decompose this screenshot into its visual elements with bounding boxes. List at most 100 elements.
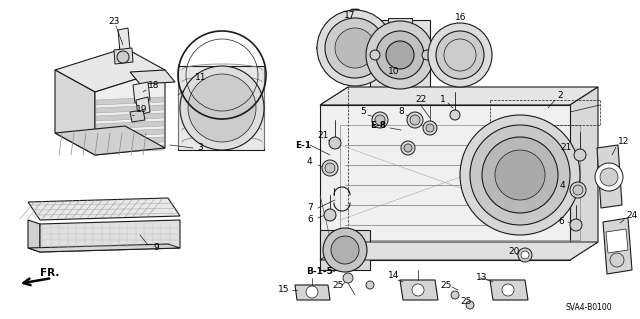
Circle shape xyxy=(370,50,380,60)
Text: 10: 10 xyxy=(388,68,399,77)
Text: 11: 11 xyxy=(195,73,207,83)
Circle shape xyxy=(386,41,414,69)
Circle shape xyxy=(451,291,459,299)
Text: B-1-5: B-1-5 xyxy=(306,268,333,277)
Text: 7: 7 xyxy=(307,204,313,212)
Circle shape xyxy=(574,149,586,161)
Circle shape xyxy=(410,115,420,125)
Text: E-1: E-1 xyxy=(295,140,311,150)
Circle shape xyxy=(426,124,434,132)
Circle shape xyxy=(521,251,529,259)
Polygon shape xyxy=(400,280,438,300)
Circle shape xyxy=(325,163,335,173)
Circle shape xyxy=(329,137,341,149)
Polygon shape xyxy=(55,70,95,155)
Circle shape xyxy=(180,66,264,150)
Polygon shape xyxy=(28,244,180,252)
Polygon shape xyxy=(178,66,264,150)
Polygon shape xyxy=(570,87,598,260)
Text: 20: 20 xyxy=(508,248,520,256)
Polygon shape xyxy=(320,105,570,260)
Text: E-8: E-8 xyxy=(370,121,386,130)
Polygon shape xyxy=(96,121,164,129)
Text: 9: 9 xyxy=(153,243,159,253)
Polygon shape xyxy=(96,105,164,113)
Polygon shape xyxy=(430,42,440,52)
Circle shape xyxy=(460,115,580,235)
Circle shape xyxy=(372,112,388,128)
Circle shape xyxy=(322,160,338,176)
Polygon shape xyxy=(96,97,164,105)
Polygon shape xyxy=(40,220,180,252)
Polygon shape xyxy=(96,129,164,137)
Polygon shape xyxy=(55,48,165,92)
Polygon shape xyxy=(370,20,430,90)
Polygon shape xyxy=(130,110,145,122)
Text: 18: 18 xyxy=(148,80,159,90)
Circle shape xyxy=(335,28,375,68)
Circle shape xyxy=(423,121,437,135)
Polygon shape xyxy=(95,70,165,155)
Circle shape xyxy=(518,248,532,262)
Polygon shape xyxy=(295,285,330,300)
Polygon shape xyxy=(388,18,412,28)
Circle shape xyxy=(366,281,374,289)
Circle shape xyxy=(428,23,492,87)
Circle shape xyxy=(188,74,256,142)
Text: 25: 25 xyxy=(440,280,451,290)
Polygon shape xyxy=(118,28,130,52)
Circle shape xyxy=(401,141,415,155)
Polygon shape xyxy=(28,220,40,252)
Text: 23: 23 xyxy=(108,18,120,26)
Circle shape xyxy=(470,125,570,225)
Circle shape xyxy=(495,150,545,200)
Text: 4: 4 xyxy=(560,181,566,189)
Text: 16: 16 xyxy=(455,13,467,23)
Polygon shape xyxy=(606,229,628,253)
Text: 1: 1 xyxy=(440,95,445,105)
Circle shape xyxy=(436,31,484,79)
Circle shape xyxy=(610,253,624,267)
Circle shape xyxy=(366,21,434,89)
Circle shape xyxy=(376,31,424,79)
Circle shape xyxy=(117,51,129,63)
Polygon shape xyxy=(136,97,150,115)
Text: 6: 6 xyxy=(307,216,313,225)
Circle shape xyxy=(570,182,586,198)
Polygon shape xyxy=(490,280,528,300)
Circle shape xyxy=(573,185,583,195)
Text: 6: 6 xyxy=(558,218,564,226)
Text: 13: 13 xyxy=(476,273,488,283)
Polygon shape xyxy=(96,113,164,121)
Text: 24: 24 xyxy=(626,211,637,220)
Text: 22: 22 xyxy=(415,95,426,105)
Circle shape xyxy=(412,284,424,296)
Circle shape xyxy=(407,112,423,128)
Circle shape xyxy=(422,50,432,60)
Circle shape xyxy=(306,286,318,298)
Polygon shape xyxy=(133,82,150,103)
Polygon shape xyxy=(55,126,165,155)
Polygon shape xyxy=(114,48,133,64)
Text: 5: 5 xyxy=(360,108,365,116)
Circle shape xyxy=(404,144,412,152)
Text: 21: 21 xyxy=(560,144,572,152)
Polygon shape xyxy=(28,198,180,220)
Circle shape xyxy=(570,219,582,231)
Circle shape xyxy=(343,273,353,283)
Circle shape xyxy=(375,115,385,125)
Circle shape xyxy=(482,137,558,213)
Circle shape xyxy=(317,10,393,86)
Circle shape xyxy=(502,284,514,296)
Circle shape xyxy=(600,168,618,186)
Polygon shape xyxy=(597,145,622,208)
Polygon shape xyxy=(320,87,598,105)
Text: 8: 8 xyxy=(398,108,404,116)
Polygon shape xyxy=(130,70,175,84)
Text: 25: 25 xyxy=(332,280,344,290)
Polygon shape xyxy=(96,145,164,153)
Text: SVA4-B0100: SVA4-B0100 xyxy=(565,303,612,313)
Text: 2: 2 xyxy=(557,92,563,100)
Circle shape xyxy=(331,236,359,264)
Text: 3: 3 xyxy=(197,144,203,152)
